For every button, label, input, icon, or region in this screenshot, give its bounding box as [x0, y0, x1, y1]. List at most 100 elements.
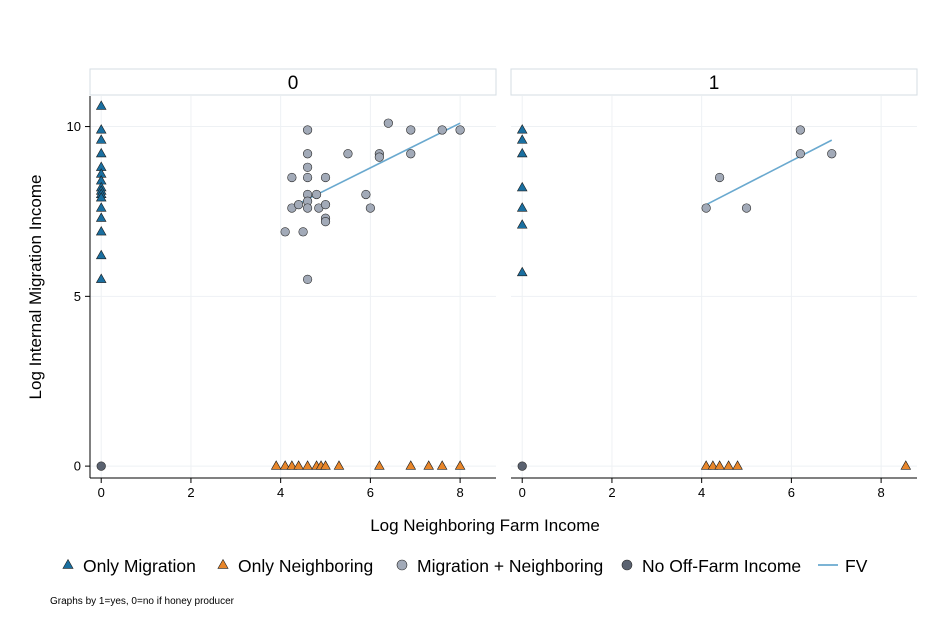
x-tick-label: 8	[877, 485, 884, 500]
point-only_neighboring	[270, 460, 282, 470]
point-only_neighboring	[286, 460, 298, 470]
point-migration_neighboring	[287, 172, 297, 183]
point-only_neighboring	[293, 460, 304, 470]
point-only_neighboring	[279, 460, 291, 470]
point-only_migration	[516, 147, 528, 158]
x-tick-label: 6	[367, 485, 374, 500]
legend: Only Migration Only Neighboring Migration …	[62, 556, 868, 576]
point-only_migration	[516, 134, 528, 144]
point-only_migration	[95, 147, 107, 158]
point-only_migration	[95, 134, 107, 144]
point-migration_neighboring	[311, 189, 322, 200]
point-only_migration	[516, 202, 528, 212]
point-migration_neighboring	[320, 217, 331, 227]
point-only_neighboring	[714, 460, 725, 470]
point-only_migration	[95, 249, 107, 260]
x-tick-label: 4	[698, 485, 705, 500]
point-only_migration	[95, 202, 107, 212]
point-migration_neighboring	[302, 125, 313, 135]
series-migration_neighboring	[280, 118, 465, 284]
y-axis-title: Log Internal Migration Income	[26, 175, 45, 400]
point-migration_neighboring	[455, 125, 465, 135]
point-only_neighboring	[700, 460, 712, 470]
x-tick-label: 2	[187, 485, 194, 500]
point-only_migration	[95, 100, 107, 110]
point-only_migration	[516, 219, 528, 229]
point-only_neighboring	[405, 460, 417, 470]
point-only_neighboring	[900, 460, 912, 470]
point-migration_neighboring	[365, 203, 375, 213]
panel-title: 1	[709, 73, 720, 94]
point-migration_neighboring	[302, 203, 313, 213]
point-only_neighboring	[723, 460, 734, 470]
graph-note: Graphs by 1=yes, 0=no if honey producer	[50, 596, 235, 607]
point-only_neighboring	[374, 460, 385, 470]
panel-title: 0	[288, 73, 299, 94]
point-no_offfarm	[517, 461, 527, 471]
point-no_offfarm	[96, 461, 106, 471]
point-migration_neighboring	[374, 152, 384, 162]
point-only_migration	[95, 273, 107, 283]
point-migration_neighboring	[361, 189, 371, 200]
x-tick-label: 8	[456, 485, 463, 500]
point-only_migration	[516, 181, 528, 192]
legend-label-fv: FV	[845, 556, 868, 576]
series-only_migration	[516, 124, 528, 277]
y-tick-label: 5	[74, 289, 81, 304]
panel-header-box	[89, 68, 497, 96]
point-migration_neighboring	[383, 118, 393, 128]
point-migration_neighboring	[406, 149, 416, 159]
y-tick-label: 10	[67, 119, 81, 134]
x-tick-label: 0	[98, 485, 105, 500]
legend-label-no_offfarm: No Off-Farm Income	[642, 556, 801, 576]
x-axis-title: Log Neighboring Farm Income	[370, 516, 600, 535]
point-migration_neighboring	[406, 125, 416, 135]
legend-marker-migration_neighboring	[396, 559, 408, 571]
series-only_neighboring	[270, 460, 466, 470]
point-only_neighboring	[302, 460, 313, 470]
x-tick-label: 6	[788, 485, 795, 500]
point-only_neighboring	[454, 460, 466, 470]
y-tick-label: 0	[74, 459, 81, 474]
panel-1: 1 0 2 4 6 8	[510, 68, 918, 500]
point-migration_neighboring	[701, 203, 711, 213]
point-migration_neighboring	[298, 227, 308, 237]
point-migration_neighboring	[294, 200, 304, 210]
point-only_migration	[516, 266, 528, 277]
legend-label-only_neighboring: Only Neighboring	[238, 556, 373, 576]
legend-label-migration_neighboring: Migration + Neighboring	[417, 556, 603, 576]
point-only_neighboring	[732, 460, 743, 470]
point-only_neighboring	[436, 460, 448, 470]
point-only_neighboring	[423, 460, 435, 470]
point-migration_neighboring	[302, 274, 313, 284]
series-migration_neighboring	[701, 125, 837, 213]
point-migration_neighboring	[302, 149, 313, 159]
series-only_migration	[95, 100, 107, 283]
point-migration_neighboring	[302, 172, 313, 183]
point-only_migration	[95, 226, 107, 236]
panel-header-box	[510, 68, 918, 96]
series-no_offfarm	[96, 461, 106, 471]
point-only_migration	[95, 124, 107, 134]
point-migration_neighboring	[320, 200, 331, 210]
series-no_offfarm	[517, 461, 527, 471]
fitted-values-line	[705, 139, 833, 206]
point-only_neighboring	[333, 460, 345, 470]
point-migration_neighboring	[795, 149, 805, 159]
point-migration_neighboring	[741, 203, 752, 213]
legend-marker-only_neighboring	[217, 558, 229, 569]
point-migration_neighboring	[343, 149, 353, 159]
point-only_neighboring	[320, 460, 331, 470]
point-only_migration	[516, 124, 528, 134]
point-migration_neighboring	[437, 125, 447, 135]
series-only_neighboring	[700, 460, 912, 470]
point-migration_neighboring	[827, 149, 837, 159]
point-only_migration	[95, 192, 107, 202]
point-migration_neighboring	[795, 125, 805, 135]
x-tick-label: 4	[277, 485, 284, 500]
x-tick-label: 0	[519, 485, 526, 500]
point-migration_neighboring	[715, 172, 725, 183]
panel-0: 0 0 2 4 6 8 0 5 10	[67, 68, 497, 500]
point-only_migration	[95, 212, 107, 222]
